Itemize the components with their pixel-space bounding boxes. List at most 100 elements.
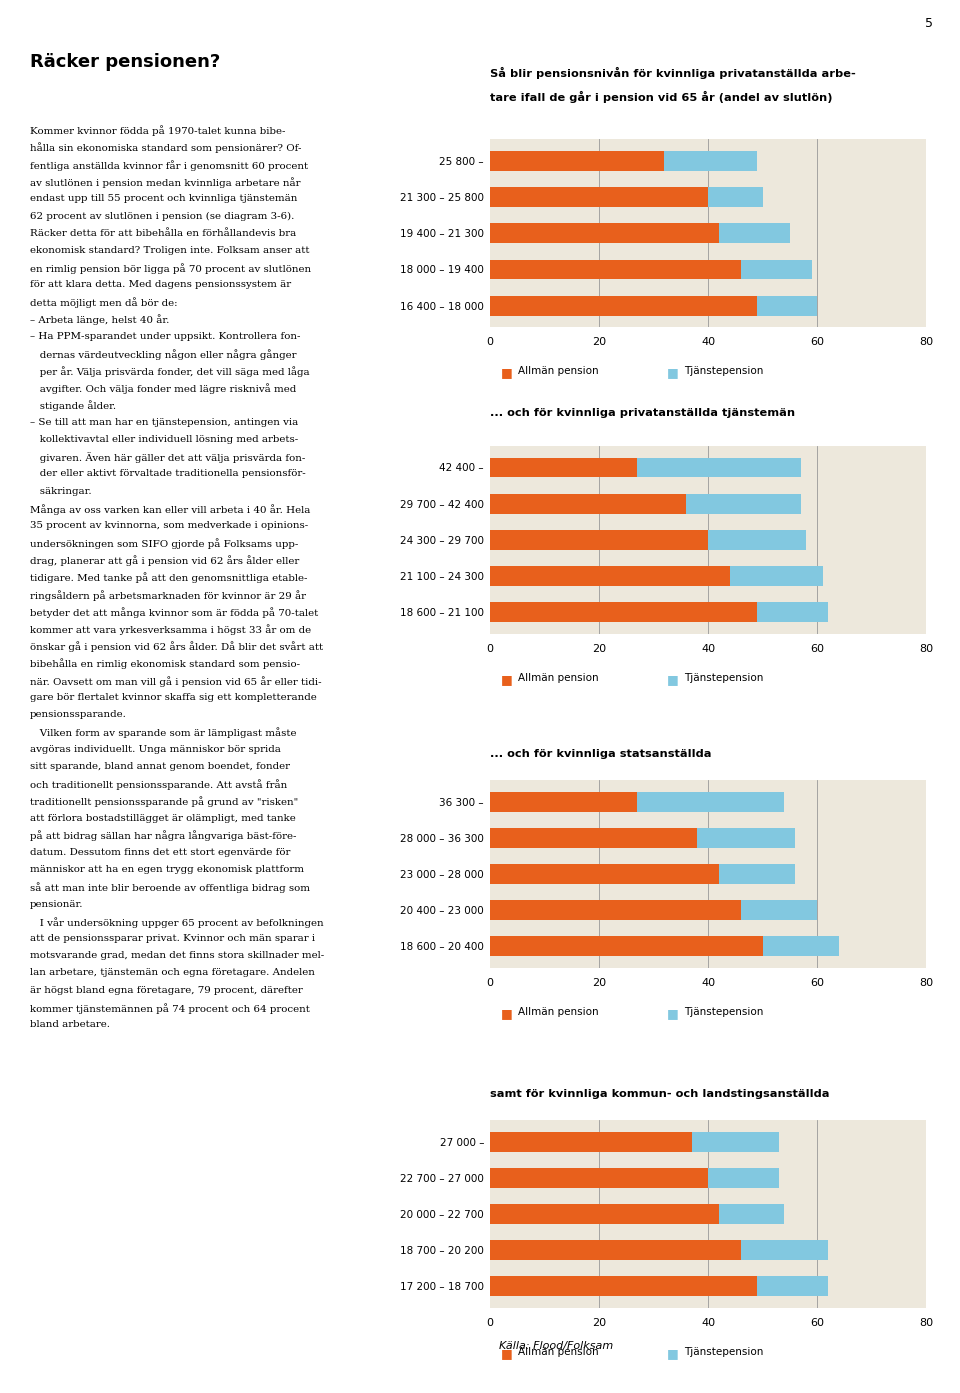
Text: är högst bland egna företagare, 79 procent, därefter: är högst bland egna företagare, 79 proce… — [30, 985, 302, 995]
Text: kommer tjänstemännen på 74 procent och 64 procent: kommer tjänstemännen på 74 procent och 6… — [30, 1003, 310, 1014]
Bar — [490, 1167, 708, 1188]
Text: der eller aktivt förvaltade traditionella pensionsför-: der eller aktivt förvaltade traditionell… — [30, 469, 305, 478]
Text: – Se till att man har en tjänstepension, antingen via: – Se till att man har en tjänstepension,… — [30, 418, 298, 426]
Text: Allmän pension: Allmän pension — [518, 673, 599, 683]
Text: tidigare. Med tanke på att den genomsnittliga etable-: tidigare. Med tanke på att den genomsnit… — [30, 573, 307, 584]
Text: undersökningen som SIFO gjorde på Folksams upp-: undersökningen som SIFO gjorde på Folksa… — [30, 538, 299, 549]
Text: samt för kvinnliga kommun- och landstingsanställda: samt för kvinnliga kommun- och landsting… — [490, 1089, 829, 1099]
Bar — [691, 1131, 779, 1152]
Text: datum. Dessutom finns det ett stort egenvärde för: datum. Dessutom finns det ett stort egen… — [30, 848, 290, 857]
Text: sitt sparande, bland annat genom boendet, fonder: sitt sparande, bland annat genom boendet… — [30, 762, 290, 770]
Text: Tjänstepension: Tjänstepension — [684, 366, 764, 376]
Bar — [708, 529, 806, 550]
Text: ■: ■ — [501, 1007, 513, 1020]
Bar — [730, 566, 823, 586]
Bar — [490, 493, 686, 514]
Text: pensionssparande.: pensionssparande. — [30, 710, 127, 719]
Text: på att bidrag sällan har några långvariga bäst-före-: på att bidrag sällan har några långvarig… — [30, 830, 297, 841]
Bar — [490, 1204, 719, 1224]
Text: ■: ■ — [667, 366, 679, 379]
Text: Källa: Flood/Folksam: Källa: Flood/Folksam — [499, 1341, 613, 1351]
Text: – Ha PPM-sparandet under uppsikt. Kontrollera fon-: – Ha PPM-sparandet under uppsikt. Kontro… — [30, 332, 300, 341]
Text: motsvarande grad, medan det finns stora skillnader mel-: motsvarande grad, medan det finns stora … — [30, 951, 324, 960]
Text: – Arbeta länge, helst 40 år.: – Arbeta länge, helst 40 år. — [30, 315, 169, 326]
Text: 62 procent av slutlönen i pension (se diagram 3-6).: 62 procent av slutlönen i pension (se di… — [30, 212, 294, 220]
Bar — [490, 1131, 691, 1152]
Text: ringsåldern på arbetsmarknaden för kvinnor är 29 år: ringsåldern på arbetsmarknaden för kvinn… — [30, 589, 305, 600]
Text: ■: ■ — [667, 673, 679, 685]
Bar — [637, 791, 784, 812]
Text: per år. Välja prisvärda fonder, det vill säga med låga: per år. Välja prisvärda fonder, det vill… — [30, 366, 309, 378]
Text: ... och för kvinnliga statsanställda: ... och för kvinnliga statsanställda — [490, 749, 711, 759]
Text: Tjänstepension: Tjänstepension — [684, 1347, 764, 1357]
Text: önskar gå i pension vid 62 års ålder. Då blir det svårt att: önskar gå i pension vid 62 års ålder. Då… — [30, 641, 323, 652]
Text: Många av oss varken kan eller vill arbeta i 40 år. Hela: Många av oss varken kan eller vill arbet… — [30, 504, 310, 514]
Bar — [490, 150, 664, 171]
Bar — [490, 936, 762, 957]
Text: ... och för kvinnliga privatanställda tjänstemän: ... och för kvinnliga privatanställda tj… — [490, 408, 795, 418]
Text: gare bör flertalet kvinnor skaffa sig ett kompletterande: gare bör flertalet kvinnor skaffa sig et… — [30, 694, 317, 702]
Bar — [490, 295, 757, 316]
Text: ■: ■ — [501, 673, 513, 685]
Text: säkringar.: säkringar. — [30, 486, 91, 496]
Text: Allmän pension: Allmän pension — [518, 366, 599, 376]
Bar — [490, 566, 730, 586]
Bar — [719, 1204, 784, 1224]
Text: betyder det att många kvinnor som är födda på 70-talet: betyder det att många kvinnor som är föd… — [30, 607, 318, 618]
Text: fentliga anställda kvinnor får i genomsnitt 60 procent: fentliga anställda kvinnor får i genomsn… — [30, 160, 308, 170]
Text: Räcker detta för att bibehålla en förhållandevis bra: Räcker detta för att bibehålla en förhål… — [30, 228, 296, 238]
Text: lan arbetare, tjänstemän och egna företagare. Andelen: lan arbetare, tjänstemän och egna företa… — [30, 968, 315, 978]
Text: kollektivavtal eller individuell lösning med arbets-: kollektivavtal eller individuell lösning… — [30, 435, 298, 444]
Bar — [708, 1167, 779, 1188]
Text: ekonomisk standard? Troligen inte. Folksam anser att: ekonomisk standard? Troligen inte. Folks… — [30, 245, 309, 255]
Bar — [757, 602, 828, 623]
Text: Allmän pension: Allmän pension — [518, 1347, 599, 1357]
Bar — [741, 900, 817, 921]
Text: en rimlig pension bör ligga på 70 procent av slutlönen: en rimlig pension bör ligga på 70 procen… — [30, 263, 311, 274]
Text: att förlora bostadstillägget är olämpligt, med tanke: att förlora bostadstillägget är olämplig… — [30, 814, 296, 822]
Bar — [490, 1276, 757, 1297]
Text: drag, planerar att gå i pension vid 62 års ålder eller: drag, planerar att gå i pension vid 62 å… — [30, 556, 299, 566]
Bar — [741, 259, 812, 280]
Text: Kommer kvinnor födda på 1970-talet kunna bibe-: Kommer kvinnor födda på 1970-talet kunna… — [30, 125, 285, 137]
Text: så att man inte blir beroende av offentliga bidrag som: så att man inte blir beroende av offentl… — [30, 882, 310, 893]
Text: detta möjligt men då bör de:: detta möjligt men då bör de: — [30, 298, 178, 308]
Bar — [664, 150, 757, 171]
Text: Vilken form av sparande som är lämpligast måste: Vilken form av sparande som är lämpligas… — [30, 727, 297, 738]
Text: hålla sin ekonomiska standard som pensionärer? Of-: hålla sin ekonomiska standard som pensio… — [30, 142, 301, 153]
Bar — [757, 295, 817, 316]
Bar — [697, 827, 795, 848]
Text: pensionär.: pensionär. — [30, 900, 84, 908]
Bar — [708, 187, 762, 208]
Text: tare ifall de går i pension vid 65 år (andel av slutlön): tare ifall de går i pension vid 65 år (a… — [490, 91, 832, 103]
Bar — [757, 1276, 828, 1297]
Text: I vår undersökning uppger 65 procent av befolkningen: I vår undersökning uppger 65 procent av … — [30, 917, 324, 928]
Text: Så blir pensionsnivån för kvinnliga privatanställda arbe-: Så blir pensionsnivån för kvinnliga priv… — [490, 67, 855, 79]
Bar — [490, 259, 741, 280]
Bar — [490, 864, 719, 885]
Text: ■: ■ — [501, 366, 513, 379]
Bar — [490, 457, 637, 478]
Bar — [719, 223, 790, 244]
Bar — [741, 1240, 828, 1261]
Text: människor att ha en egen trygg ekonomisk plattform: människor att ha en egen trygg ekonomisk… — [30, 865, 303, 875]
Text: ■: ■ — [667, 1007, 679, 1020]
Text: traditionellt pensionssparande på grund av "risken": traditionellt pensionssparande på grund … — [30, 797, 298, 807]
Bar — [490, 187, 708, 208]
Bar — [637, 457, 801, 478]
Bar — [719, 864, 796, 885]
Text: dernas värdeutveckling någon eller några gånger: dernas värdeutveckling någon eller några… — [30, 350, 297, 359]
Text: för att klara detta. Med dagens pensionssystem är: för att klara detta. Med dagens pensions… — [30, 280, 291, 290]
Text: endast upp till 55 procent och kvinnliga tjänstemän: endast upp till 55 procent och kvinnliga… — [30, 194, 298, 203]
Text: kommer att vara yrkesverksamma i högst 33 år om de: kommer att vara yrkesverksamma i högst 3… — [30, 624, 311, 635]
Bar — [490, 827, 697, 848]
Bar — [490, 791, 637, 812]
Text: stigande ålder.: stigande ålder. — [30, 401, 116, 411]
Text: bland arbetare.: bland arbetare. — [30, 1020, 109, 1029]
Text: när. Oavsett om man vill gå i pension vid 65 år eller tidi-: när. Oavsett om man vill gå i pension vi… — [30, 676, 322, 687]
Bar — [490, 223, 719, 244]
Bar — [490, 900, 741, 921]
Text: 35 procent av kvinnorna, som medverkade i opinions-: 35 procent av kvinnorna, som medverkade … — [30, 521, 308, 531]
Text: bibehålla en rimlig ekonomisk standard som pensio-: bibehålla en rimlig ekonomisk standard s… — [30, 659, 300, 670]
Bar — [490, 529, 708, 550]
